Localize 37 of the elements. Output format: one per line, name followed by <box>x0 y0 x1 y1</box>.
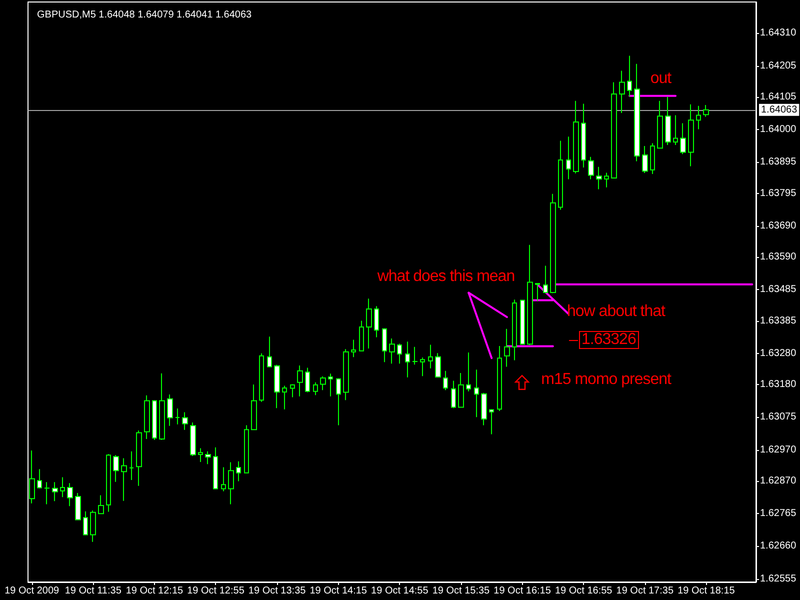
y-tick-label: 1.63795 <box>760 188 797 199</box>
y-tick-label: 1.63385 <box>760 315 797 326</box>
annotation: what does this mean <box>377 268 515 285</box>
y-tick-label: 1.63590 <box>760 252 797 263</box>
text: GBPUSD,M5 1.64048 1.64079 1.64041 1.64063 <box>37 10 252 20</box>
ref-line-label: 1.64063 <box>761 104 798 116</box>
x-tick-label: 19 Oct 12:55 <box>187 586 245 596</box>
y-tick-label: 1.62555 <box>760 573 797 584</box>
y-tick-label: 1.63690 <box>760 220 797 232</box>
y-tick-label: 1.62660 <box>760 540 797 552</box>
y-tick-label: 1.63075 <box>760 412 797 423</box>
y-tick-label: 1.64310 <box>760 28 797 39</box>
x-tick-label: 19 Oct 12:15 <box>126 586 184 596</box>
annotation: m15 momo present <box>541 371 671 388</box>
y-tick-label: 1.63485 <box>760 284 797 296</box>
x-tick-label: 19 Oct 16:15 <box>494 586 552 596</box>
x-tick-label: 19 Oct 15:35 <box>432 586 490 596</box>
x-tick-label: 19 Oct 11:35 <box>64 586 122 596</box>
x-tick-label: 19 Oct 16:55 <box>554 586 613 596</box>
y-tick-label: 1.63180 <box>760 379 797 390</box>
y-tick-label: 1.62970 <box>760 444 797 456</box>
y-tick-label: 1.62765 <box>760 508 797 520</box>
y-tick-label: 1.64105 <box>760 91 797 102</box>
x-tick-label: 19 Oct 13:35 <box>248 586 306 596</box>
y-tick-label: 1.62870 <box>760 475 797 486</box>
x-tick-label: 19 Oct 18:15 <box>678 586 736 596</box>
x-tick-label: 19 Oct 2009 <box>4 586 60 596</box>
y-tick-label: 1.63895 <box>760 156 797 168</box>
annotation: 1.63326 <box>578 331 639 349</box>
x-tick-label: 19 Oct 17:35 <box>616 586 674 596</box>
x-tick-label: 19 Oct 14:55 <box>371 586 429 596</box>
x-tick-label: 19 Oct 14:15 <box>310 586 368 596</box>
y-tick-label: 1.64205 <box>760 60 797 72</box>
annotation: how about that <box>567 303 665 320</box>
y-tick-label: 1.63280 <box>760 348 797 359</box>
y-tick-label: 1.64000 <box>760 124 797 136</box>
annotation: out <box>650 70 672 87</box>
